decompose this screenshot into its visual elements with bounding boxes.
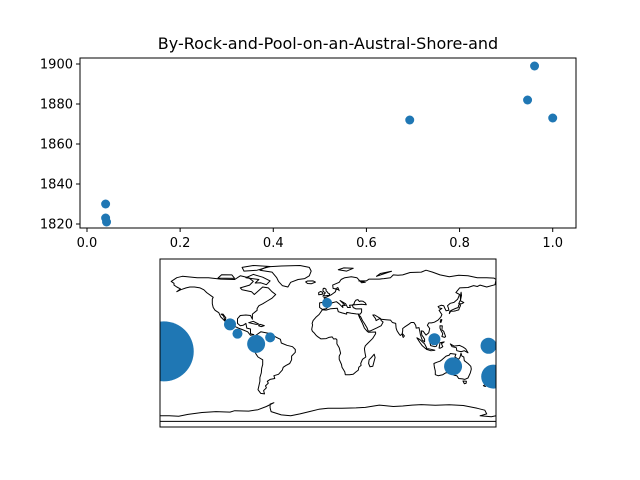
y-tick-label: 1840 xyxy=(40,178,73,193)
scatter-points xyxy=(101,61,558,227)
map-bubble xyxy=(224,318,236,331)
coastline-taiwan xyxy=(439,319,443,323)
coastline-sri-lanka xyxy=(401,333,405,338)
map-bubble xyxy=(160,321,194,382)
scatter-point xyxy=(405,115,415,125)
map-bubble xyxy=(232,328,243,339)
coastline-south-america xyxy=(251,331,296,395)
scatter-point xyxy=(523,95,533,105)
y-tick-label: 1900 xyxy=(40,58,73,73)
map-frame xyxy=(159,258,497,428)
scatter-axes-frame xyxy=(79,57,577,229)
y-tick-label: 1860 xyxy=(40,138,73,153)
y-axis: 1820 1840 1860 1880 1900 xyxy=(40,58,80,233)
coastline-new-guinea xyxy=(449,343,469,354)
coastline-ellesmere xyxy=(241,265,271,272)
x-tick-label: 0.8 xyxy=(449,236,470,251)
y-tick-label: 1880 xyxy=(40,98,73,113)
map-bubble xyxy=(480,337,496,354)
coastline-north-america xyxy=(170,275,277,336)
chart-title: By-Rock-and-Pool-on-an-Austral-Shore-and xyxy=(158,34,498,53)
coastline-cuba xyxy=(248,320,260,325)
coastline-madagascar xyxy=(368,353,376,368)
map-bubbles xyxy=(160,297,496,389)
coastline-novaya-zemlya xyxy=(376,270,392,277)
map-bubble xyxy=(247,334,266,353)
coastline-sakhalin xyxy=(459,291,462,301)
coastline-britain xyxy=(322,287,331,297)
scatter-point xyxy=(548,113,558,123)
coastline-japan xyxy=(448,303,461,315)
x-tick-label: 0.4 xyxy=(263,236,284,251)
map-coastlines xyxy=(159,265,497,422)
map-bubble xyxy=(265,332,276,343)
x-tick-label: 0.0 xyxy=(77,236,98,251)
scatter-chart: By-Rock-and-Pool-on-an-Austral-Shore-and… xyxy=(40,34,577,251)
coastline-antarctica xyxy=(159,402,497,422)
x-tick-label: 0.6 xyxy=(356,236,377,251)
map-bubble xyxy=(481,364,496,389)
scatter-point xyxy=(530,61,540,71)
coastline-hispaniola xyxy=(258,323,265,328)
map-bubble xyxy=(322,297,333,308)
scatter-point xyxy=(102,217,112,227)
map-bubble xyxy=(428,333,441,346)
coastline-victoria-island xyxy=(217,274,236,279)
coastline-baffin xyxy=(245,273,271,286)
x-tick-label: 0.2 xyxy=(170,236,191,251)
x-tick-label: 1.0 xyxy=(542,236,563,251)
scatter-point xyxy=(101,199,111,209)
world-map-chart xyxy=(159,258,497,428)
coastline-africa xyxy=(311,307,377,376)
coastline-greenland xyxy=(259,265,312,288)
x-axis: 0.0 0.2 0.4 0.6 0.8 1.0 xyxy=(77,228,563,251)
coastline-hokkaido xyxy=(458,300,465,305)
coastline-java xyxy=(425,348,436,352)
coastline-tasmania xyxy=(462,380,467,385)
coastline-eurasia xyxy=(319,269,497,343)
coastline-sulawesi xyxy=(438,341,445,349)
coastline-ireland xyxy=(318,291,323,296)
coastline-iceland xyxy=(305,280,316,285)
coastline-svalbard xyxy=(337,267,354,272)
coastline-philippines xyxy=(439,325,447,338)
coastline-australia xyxy=(433,352,472,380)
map-ocean xyxy=(160,259,496,427)
map-bubble xyxy=(444,357,463,376)
coastline-sumatra xyxy=(416,337,428,349)
y-tick-label: 1820 xyxy=(40,218,73,233)
